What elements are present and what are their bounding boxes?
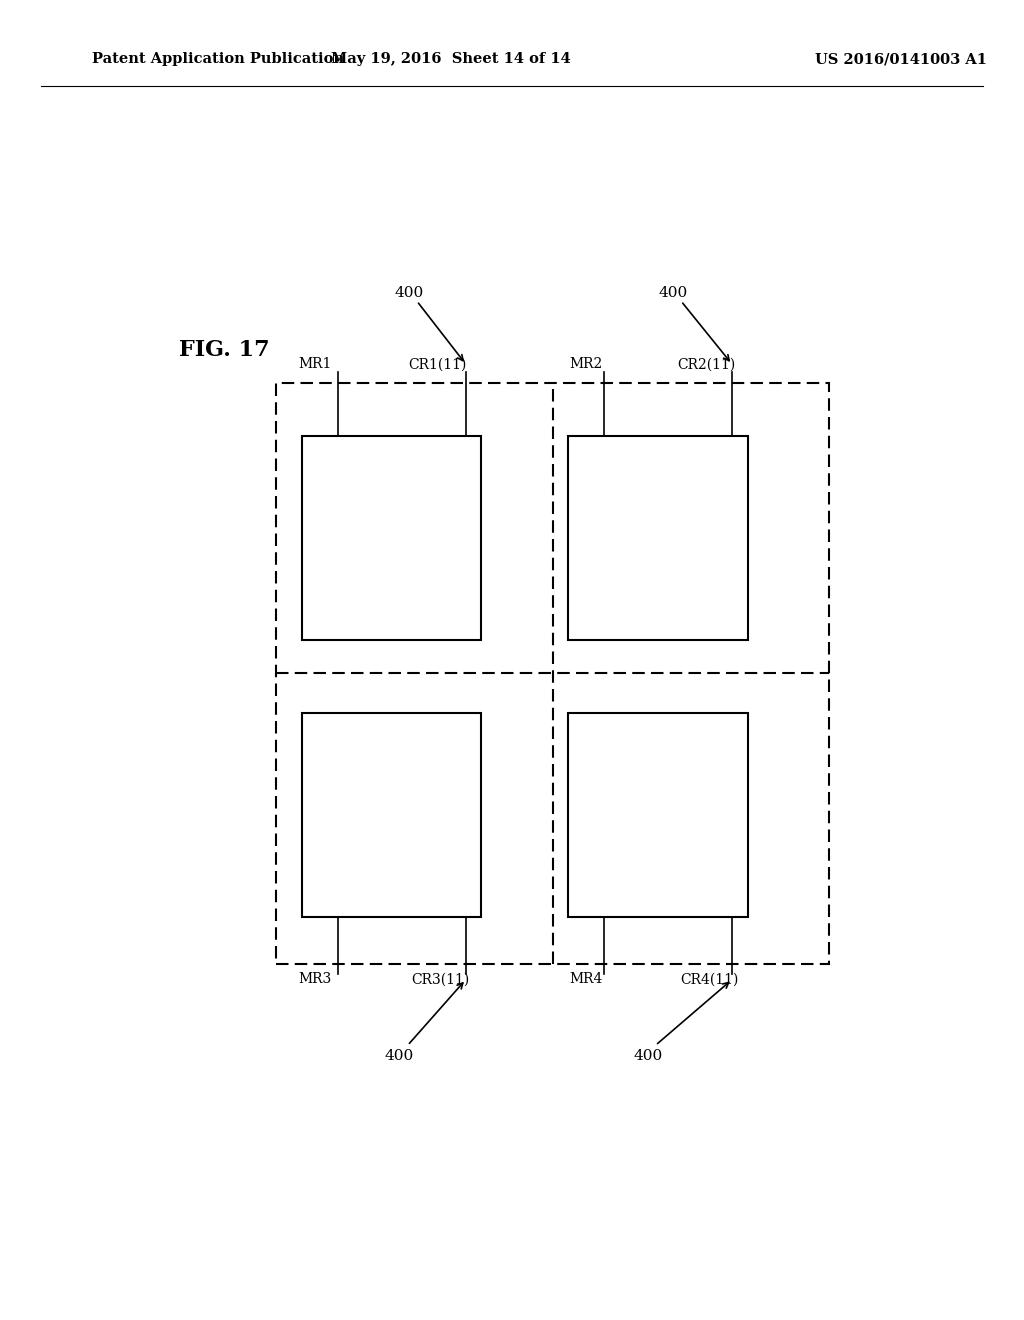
Text: CR2(11): CR2(11) — [678, 358, 735, 371]
Text: MR1: MR1 — [299, 358, 332, 371]
Text: May 19, 2016  Sheet 14 of 14: May 19, 2016 Sheet 14 of 14 — [331, 53, 570, 66]
Text: CR1(11): CR1(11) — [408, 358, 467, 371]
Text: 400: 400 — [658, 286, 687, 300]
FancyBboxPatch shape — [276, 383, 829, 964]
FancyBboxPatch shape — [302, 713, 481, 917]
Text: US 2016/0141003 A1: US 2016/0141003 A1 — [815, 53, 987, 66]
Text: 400: 400 — [395, 286, 424, 300]
FancyBboxPatch shape — [302, 436, 481, 640]
Text: MR4: MR4 — [569, 973, 602, 986]
FancyBboxPatch shape — [568, 713, 748, 917]
Text: MR2: MR2 — [569, 358, 602, 371]
Text: Patent Application Publication: Patent Application Publication — [92, 53, 344, 66]
Text: FIG. 17: FIG. 17 — [179, 339, 270, 360]
FancyBboxPatch shape — [568, 436, 748, 640]
Text: CR3(11): CR3(11) — [412, 973, 469, 986]
Text: MR3: MR3 — [299, 973, 332, 986]
Text: 400: 400 — [385, 1049, 414, 1063]
Text: CR4(11): CR4(11) — [680, 973, 739, 986]
Text: 400: 400 — [634, 1049, 663, 1063]
